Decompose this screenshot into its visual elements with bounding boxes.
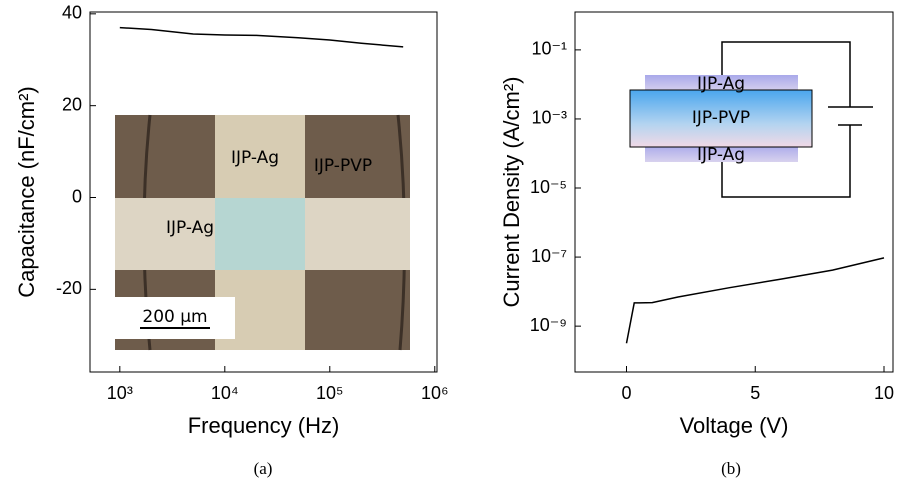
caption: (a) — [254, 459, 273, 478]
caption: (b) — [721, 459, 741, 478]
y-tick-label: 10⁻⁹ — [530, 315, 567, 335]
inset-label: IJP-Ag — [697, 74, 745, 94]
data-line — [119, 26, 404, 48]
plot-frame — [574, 11, 894, 373]
x-tick-label: 10 — [874, 383, 894, 403]
inset-label: IJP-Ag — [166, 218, 214, 238]
inset-label: IJP-Ag — [231, 148, 279, 168]
x-tick-label: 10⁶ — [421, 383, 448, 403]
x-axis-title: Frequency (Hz) — [188, 413, 340, 438]
y-tick-label: 10⁻⁷ — [531, 246, 567, 266]
y-tick-label: 20 — [62, 94, 82, 114]
y-tick-label: 10⁻³ — [531, 108, 567, 128]
inset-label: IJP-PVP — [314, 156, 372, 176]
inset-label: IJP-PVP — [692, 108, 750, 128]
photo-inset: IJP-Ag IJP-PVP IJP-Ag 200 µm — [115, 114, 410, 351]
scale-bar-label: 200 µm — [142, 307, 207, 327]
y-tick-label: -20 — [56, 278, 82, 298]
y-axis-title: Current Density (A/cm²) — [499, 76, 524, 307]
x-tick-label: 10³ — [107, 383, 133, 403]
y-tick-label: 0 — [72, 186, 82, 206]
inset-label: IJP-Ag — [697, 145, 745, 165]
device-inset — [629, 41, 873, 198]
x-tick-label: 10⁴ — [211, 383, 239, 403]
data-line — [625, 257, 885, 344]
plot-frame — [89, 11, 438, 373]
y-tick-label: 10⁻⁵ — [530, 177, 567, 197]
y-tick-label: 10⁻¹ — [531, 39, 567, 59]
y-axis-title: Capacitance (nF/cm²) — [14, 86, 39, 298]
x-tick-label: 10⁵ — [316, 383, 343, 403]
y-tick-label: 40 — [62, 3, 82, 23]
x-tick-label: 0 — [621, 383, 631, 403]
x-tick-label: 5 — [750, 383, 760, 403]
x-axis-title: Voltage (V) — [680, 413, 789, 438]
